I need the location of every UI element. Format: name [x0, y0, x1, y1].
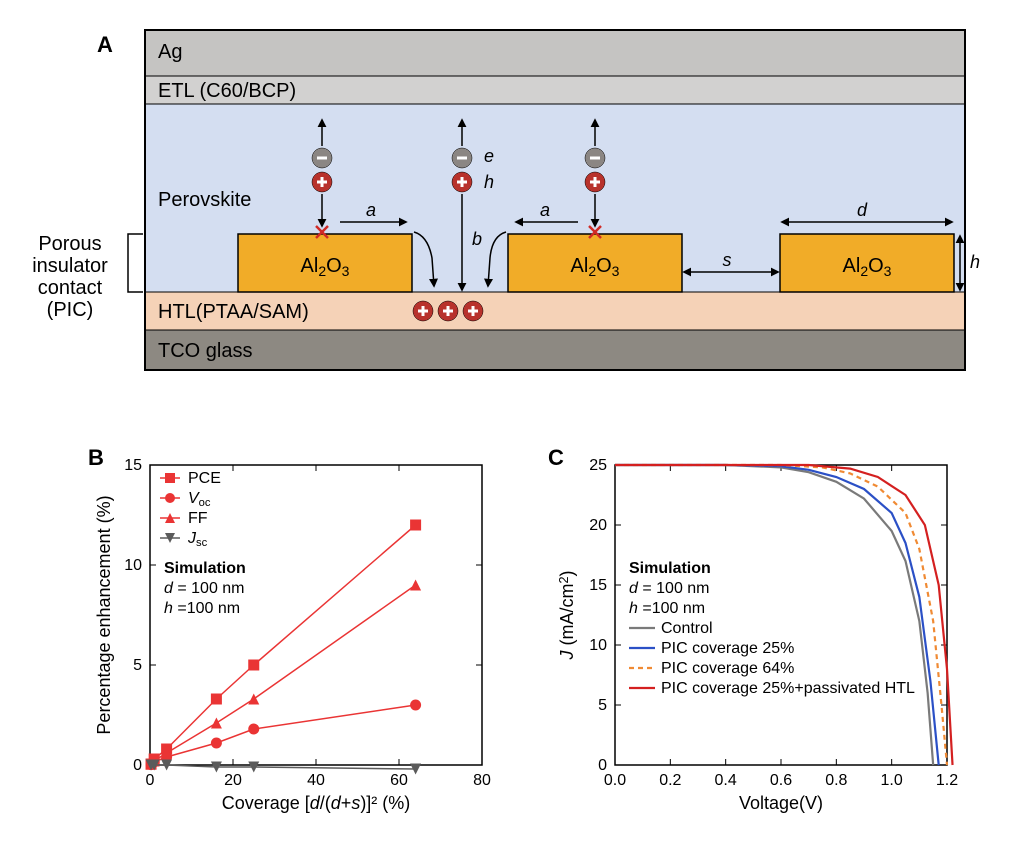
- layer-tco: [145, 330, 965, 370]
- xtick: 1.2: [936, 772, 958, 789]
- xlabel: Coverage [d/(d+s)]² (%): [222, 793, 411, 813]
- xtick: 0.8: [825, 772, 847, 789]
- e-label: e: [484, 146, 494, 166]
- marker-circle: [410, 700, 421, 711]
- b-label: b: [472, 229, 482, 249]
- legend-item: Control: [661, 620, 713, 637]
- xtick: 20: [224, 772, 242, 789]
- hdim-label: h: [970, 252, 980, 272]
- layer-label-ag: Ag: [158, 41, 182, 63]
- d-label: d: [857, 200, 868, 220]
- xtick: 60: [390, 772, 408, 789]
- marker-square: [410, 520, 421, 531]
- pic-label: insulator: [32, 255, 108, 277]
- s-label: s: [723, 250, 732, 270]
- legend-item: PCE: [188, 470, 221, 487]
- svg-text:a: a: [540, 200, 550, 220]
- legend-item: PIC coverage 25%+passivated HTL: [661, 680, 915, 697]
- ytick: 15: [589, 577, 607, 594]
- legend-title: Simulation: [164, 560, 246, 577]
- layer-ag: [145, 30, 965, 76]
- xtick: 0.0: [604, 772, 626, 789]
- pic-label: Porous: [38, 233, 101, 255]
- ytick: 10: [124, 557, 142, 574]
- xtick: 40: [307, 772, 325, 789]
- legend-sub: d = 100 nm: [164, 580, 245, 597]
- legend-sub: d = 100 nm: [629, 580, 710, 597]
- pic-bracket: [128, 234, 143, 292]
- panel-c: C 0.0 0.2 0.4 0.6 0.8 1.0 1.2 0 5 10 15 20 25 Voltage(…: [548, 445, 958, 813]
- marker-square: [248, 660, 259, 671]
- ytick: 5: [598, 697, 607, 714]
- panel-c-label: C: [548, 445, 564, 470]
- layer-label-perovskite: Perovskite: [158, 189, 251, 211]
- marker-circle: [248, 724, 259, 735]
- xtick: 0.6: [770, 772, 792, 789]
- legend-sub: h =100 nm: [164, 600, 240, 617]
- ytick: 0: [133, 757, 142, 774]
- ytick: 0: [598, 757, 607, 774]
- ytick: 20: [589, 517, 607, 534]
- ylabel: Percentage enhancement (%): [94, 495, 114, 734]
- ylabel: J (mA/cm2): [557, 570, 577, 660]
- panel-a-label: A: [97, 32, 113, 57]
- marker-square: [211, 694, 222, 705]
- xtick: 0.2: [659, 772, 681, 789]
- panel-b-label: B: [88, 445, 104, 470]
- a-label: a: [366, 200, 376, 220]
- xtick: 1.0: [881, 772, 903, 789]
- xlabel: Voltage(V): [739, 793, 823, 813]
- ytick: 25: [589, 457, 607, 474]
- legend-sub: h =100 nm: [629, 600, 705, 617]
- xtick: 80: [473, 772, 491, 789]
- ytick: 5: [133, 657, 142, 674]
- ytick: 10: [589, 637, 607, 654]
- layer-label-etl: ETL (C60/BCP): [158, 80, 296, 102]
- pic-label: contact: [38, 277, 103, 299]
- h-label: h: [484, 172, 494, 192]
- layer-label-htl: HTL(PTAA/SAM): [158, 301, 309, 323]
- legend-item: FF: [188, 510, 208, 527]
- xtick: 0: [146, 772, 155, 789]
- panel-b: B 0 20 40 60 80 0 5 10 15 Coverage [d/(d+s)]² (%) P…: [88, 445, 491, 813]
- pic-label: (PIC): [47, 299, 94, 321]
- legend-title: Simulation: [629, 560, 711, 577]
- legend-item: PIC coverage 25%: [661, 640, 794, 657]
- ytick: 15: [124, 457, 142, 474]
- xtick: 0.4: [715, 772, 737, 789]
- layer-label-tco: TCO glass: [158, 340, 252, 362]
- marker-circle: [211, 738, 222, 749]
- legend-item: PIC coverage 64%: [661, 660, 794, 677]
